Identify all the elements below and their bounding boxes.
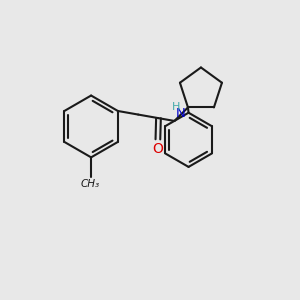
Text: O: O [152,142,163,156]
Text: H: H [172,101,180,112]
Text: CH₃: CH₃ [80,179,99,189]
Text: N: N [175,107,185,120]
